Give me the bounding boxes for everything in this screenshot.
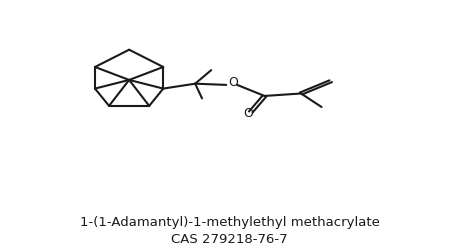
Text: CAS 279218-76-7: CAS 279218-76-7: [171, 233, 288, 246]
Text: O: O: [228, 76, 238, 89]
Text: 1-(1-Adamantyl)-1-methylethyl methacrylate: 1-(1-Adamantyl)-1-methylethyl methacryla…: [79, 216, 380, 229]
Text: O: O: [244, 107, 253, 120]
